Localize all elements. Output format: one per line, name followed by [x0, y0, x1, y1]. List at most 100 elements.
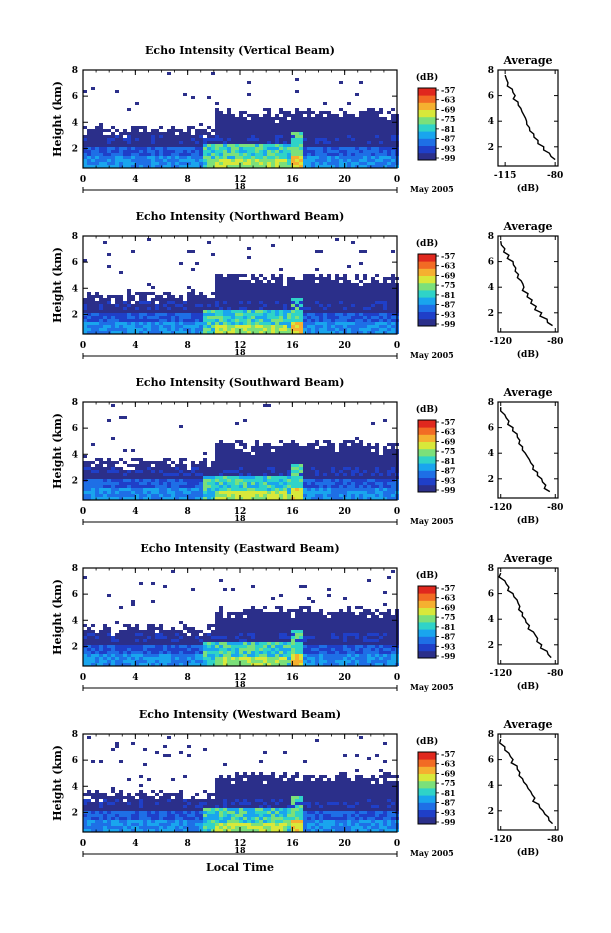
- colorbar-tick-label: -69: [441, 270, 456, 280]
- colorbar-swatch: [418, 752, 436, 760]
- colorbar-tick-label: -75: [441, 778, 455, 788]
- colorbar-tick-label: -93: [441, 309, 456, 319]
- day-label: 18: [234, 845, 246, 855]
- colorbar-swatch: [418, 795, 436, 803]
- colorbar-swatch: [418, 766, 436, 774]
- colorbar-swatch: [418, 283, 436, 291]
- colorbar-tick-label: -99: [441, 817, 456, 827]
- colorbar: (dB)-57-63-69-75-81-87-93-99: [416, 404, 456, 495]
- colorbar-tick-label: -99: [441, 153, 456, 163]
- x-tick-label: 0: [80, 673, 86, 683]
- colorbar-tick-label: -75: [441, 114, 455, 124]
- colorbar-tick-label: -87: [441, 466, 455, 476]
- colorbar-tick-label: -63: [441, 593, 456, 603]
- colorbar-tick-label: -87: [441, 300, 455, 310]
- average-xlabel: (dB): [517, 349, 539, 360]
- date-label: May 2005: [410, 682, 454, 692]
- avg-x-tick-label: -120: [489, 835, 512, 845]
- avg-y-tick-label: 6: [488, 92, 494, 102]
- colorbar-swatch: [418, 319, 436, 327]
- average-frame: [498, 402, 558, 498]
- x-tick-label: 0: [80, 839, 86, 849]
- average-title: Average: [502, 386, 552, 399]
- y-tick-label: 8: [72, 398, 78, 408]
- x-tick-label: 0: [394, 839, 400, 849]
- x-tick-label: 4: [132, 507, 138, 517]
- colorbar-swatch: [418, 268, 436, 276]
- average-frame: [498, 734, 558, 830]
- heatmap: [83, 238, 399, 334]
- colorbar-swatch: [418, 95, 436, 103]
- y-tick-label: 2: [72, 476, 78, 486]
- y-tick-label: 6: [72, 424, 78, 434]
- colorbar-swatch: [418, 478, 436, 486]
- average-profile-line: [500, 739, 553, 823]
- panel-title: Echo Intensity (Westward Beam): [139, 708, 341, 721]
- x-tick-label: 0: [80, 507, 86, 517]
- avg-y-tick-label: 2: [488, 143, 494, 153]
- colorbar-tick-label: -57: [441, 251, 455, 261]
- date-label: May 2005: [410, 350, 454, 360]
- colorbar-swatch: [418, 788, 436, 796]
- colorbar-tick-label: -75: [441, 280, 455, 290]
- y-tick-label: 8: [72, 66, 78, 76]
- colorbar-swatch: [418, 470, 436, 478]
- colorbar-tick-label: -81: [441, 290, 455, 300]
- colorbar-swatch: [418, 600, 436, 608]
- colorbar-swatch: [418, 759, 436, 767]
- colorbar-swatch: [418, 138, 436, 146]
- colorbar-tick-label: -99: [441, 651, 456, 661]
- y-axis-label: Height (km): [51, 81, 64, 157]
- colorbar-swatch: [418, 593, 436, 601]
- colorbar-tick-label: -57: [441, 417, 455, 427]
- avg-y-tick-label: 4: [488, 117, 494, 127]
- colorbar-swatch: [418, 651, 436, 659]
- x-tick-label: 0: [394, 673, 400, 683]
- colorbar-swatch: [418, 442, 436, 450]
- x-tick-label: 20: [338, 341, 351, 351]
- x-tick-label: 0: [394, 507, 400, 517]
- colorbar-swatch: [418, 449, 436, 457]
- x-tick-label: 20: [338, 673, 351, 683]
- x-tick-label: 4: [132, 341, 138, 351]
- colorbar-swatch: [418, 622, 436, 630]
- y-tick-label: 6: [72, 756, 78, 766]
- colorbar-swatch: [418, 586, 436, 594]
- y-tick-label: 4: [72, 118, 78, 128]
- panel-title: Echo Intensity (Vertical Beam): [145, 44, 335, 57]
- colorbar-swatch: [418, 427, 436, 435]
- average-profile-line: [501, 407, 550, 491]
- avg-y-tick-label: 6: [488, 258, 494, 268]
- y-tick-label: 2: [72, 310, 78, 320]
- average-frame: [498, 568, 558, 664]
- day-label: 18: [234, 347, 246, 357]
- colorbar-tick-label: -63: [441, 759, 456, 769]
- colorbar-swatch: [418, 615, 436, 623]
- colorbar-tick-label: -69: [441, 104, 456, 114]
- colorbar-swatch: [418, 254, 436, 262]
- avg-y-tick-label: 2: [488, 807, 494, 817]
- avg-y-tick-label: 4: [488, 283, 494, 293]
- panel-title: Echo Intensity (Northward Beam): [136, 210, 345, 223]
- date-label: May 2005: [410, 516, 454, 526]
- avg-y-tick-label: 4: [488, 615, 494, 625]
- day-label: 18: [234, 679, 246, 689]
- avg-y-tick-label: 6: [488, 424, 494, 434]
- x-tick-label: 0: [394, 175, 400, 185]
- colorbar-tick-label: -75: [441, 446, 455, 456]
- colorbar-tick-label: -87: [441, 632, 455, 642]
- colorbar-swatch: [418, 774, 436, 782]
- avg-x-tick-label: -120: [489, 669, 512, 679]
- average-profile-line: [501, 241, 553, 325]
- colorbar-swatch: [418, 297, 436, 305]
- colorbar-tick-label: -81: [441, 622, 455, 632]
- x-tick-label: 0: [80, 175, 86, 185]
- heatmap: [83, 570, 399, 666]
- avg-y-tick-label: 8: [488, 398, 494, 408]
- colorbar-swatch: [418, 304, 436, 312]
- colorbar-swatch: [418, 131, 436, 139]
- colorbar-tick-label: -57: [441, 85, 455, 95]
